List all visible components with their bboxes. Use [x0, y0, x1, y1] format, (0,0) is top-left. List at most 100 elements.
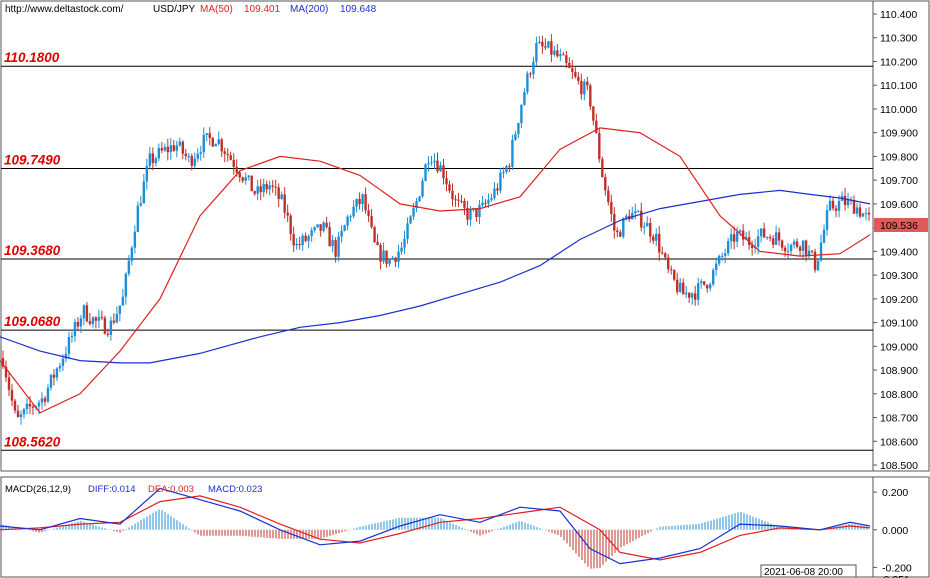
candle [118, 305, 122, 322]
candle [184, 148, 187, 161]
candle-body [475, 208, 478, 218]
candle-body [394, 257, 397, 262]
candle-body [172, 145, 176, 151]
candle [319, 224, 322, 237]
candle-body [667, 257, 670, 270]
candle [430, 155, 433, 166]
candle [388, 258, 391, 267]
candle-body [421, 180, 424, 197]
candle-body [804, 240, 808, 256]
candle-body [685, 292, 688, 295]
candle-body [598, 133, 601, 160]
candle-body [694, 293, 697, 300]
candle-body [226, 153, 229, 156]
candle [685, 285, 688, 298]
macd-indicator: 0.200 0.000 -0.200-0.251 [0, 487, 912, 578]
candle [664, 252, 667, 261]
candle [649, 217, 652, 243]
candle-body [385, 250, 388, 264]
candle [475, 207, 478, 222]
candle-body [136, 205, 140, 232]
candle [726, 237, 730, 257]
candle [846, 192, 850, 209]
candle-body [487, 199, 490, 204]
candle-body [777, 232, 781, 241]
candle-body [214, 144, 217, 147]
candle [403, 230, 406, 255]
candle [163, 143, 167, 153]
candle-body [334, 240, 337, 257]
candle [112, 313, 116, 325]
candle [493, 182, 496, 201]
candle-body [613, 213, 616, 231]
candle [466, 200, 469, 226]
candle [133, 225, 137, 254]
candle [331, 235, 334, 253]
candle [670, 265, 673, 275]
candle-body [756, 236, 760, 247]
candle-body [595, 120, 598, 134]
candle [46, 384, 50, 404]
candle [601, 156, 604, 178]
candle [400, 241, 403, 255]
candle [22, 407, 26, 419]
candle [637, 210, 640, 213]
candle-body [451, 190, 454, 200]
price-axis-tick-label: 108.900 [880, 365, 918, 377]
candle-body [40, 398, 44, 403]
candle [337, 232, 340, 262]
candle-body [124, 273, 128, 297]
candle [7, 371, 11, 397]
candle-body [163, 146, 167, 151]
candle [16, 404, 20, 418]
candle-body [834, 208, 838, 211]
candle [73, 318, 77, 342]
candle-body [310, 230, 313, 237]
candle [187, 152, 190, 163]
candle [822, 224, 826, 244]
candle [31, 403, 35, 415]
candle [526, 71, 529, 95]
candle [328, 221, 331, 247]
candle-body [55, 368, 59, 378]
candle [520, 104, 523, 129]
candle-body [4, 366, 8, 378]
price-axis-tick-label: 109.700 [880, 175, 918, 187]
candle-body [538, 41, 541, 44]
candle-body [313, 227, 316, 231]
candle-body [460, 200, 463, 202]
candle-body [463, 200, 466, 208]
candle [696, 277, 700, 306]
timestamp-box [760, 564, 857, 578]
candle [702, 281, 706, 286]
candle-body [828, 200, 832, 211]
candle [619, 229, 622, 237]
candle [160, 142, 164, 154]
candle [340, 225, 343, 243]
candle-body [514, 134, 517, 140]
candle-body [442, 165, 445, 179]
candle-body [505, 166, 508, 173]
candle-body [13, 400, 17, 411]
candle [523, 88, 526, 106]
site-url[interactable]: http://www.deltastock.com/ [5, 4, 124, 15]
candle [157, 143, 161, 162]
candle [301, 233, 304, 251]
candle [442, 158, 445, 185]
candle-body [349, 216, 352, 218]
candle-body [130, 247, 134, 261]
candle [10, 384, 14, 406]
candle-body [397, 251, 400, 262]
candle [265, 180, 268, 194]
candle-body [448, 184, 451, 191]
macd-dea-line [0, 495, 871, 561]
candle-body [31, 406, 35, 408]
candle [292, 226, 295, 253]
moving-averages [0, 127, 871, 414]
candle [322, 221, 325, 233]
candle [490, 193, 493, 202]
ma50-label: MA(50) [200, 4, 233, 15]
candle-body [741, 230, 745, 240]
candle-body [301, 235, 304, 246]
candle-body [382, 250, 385, 262]
